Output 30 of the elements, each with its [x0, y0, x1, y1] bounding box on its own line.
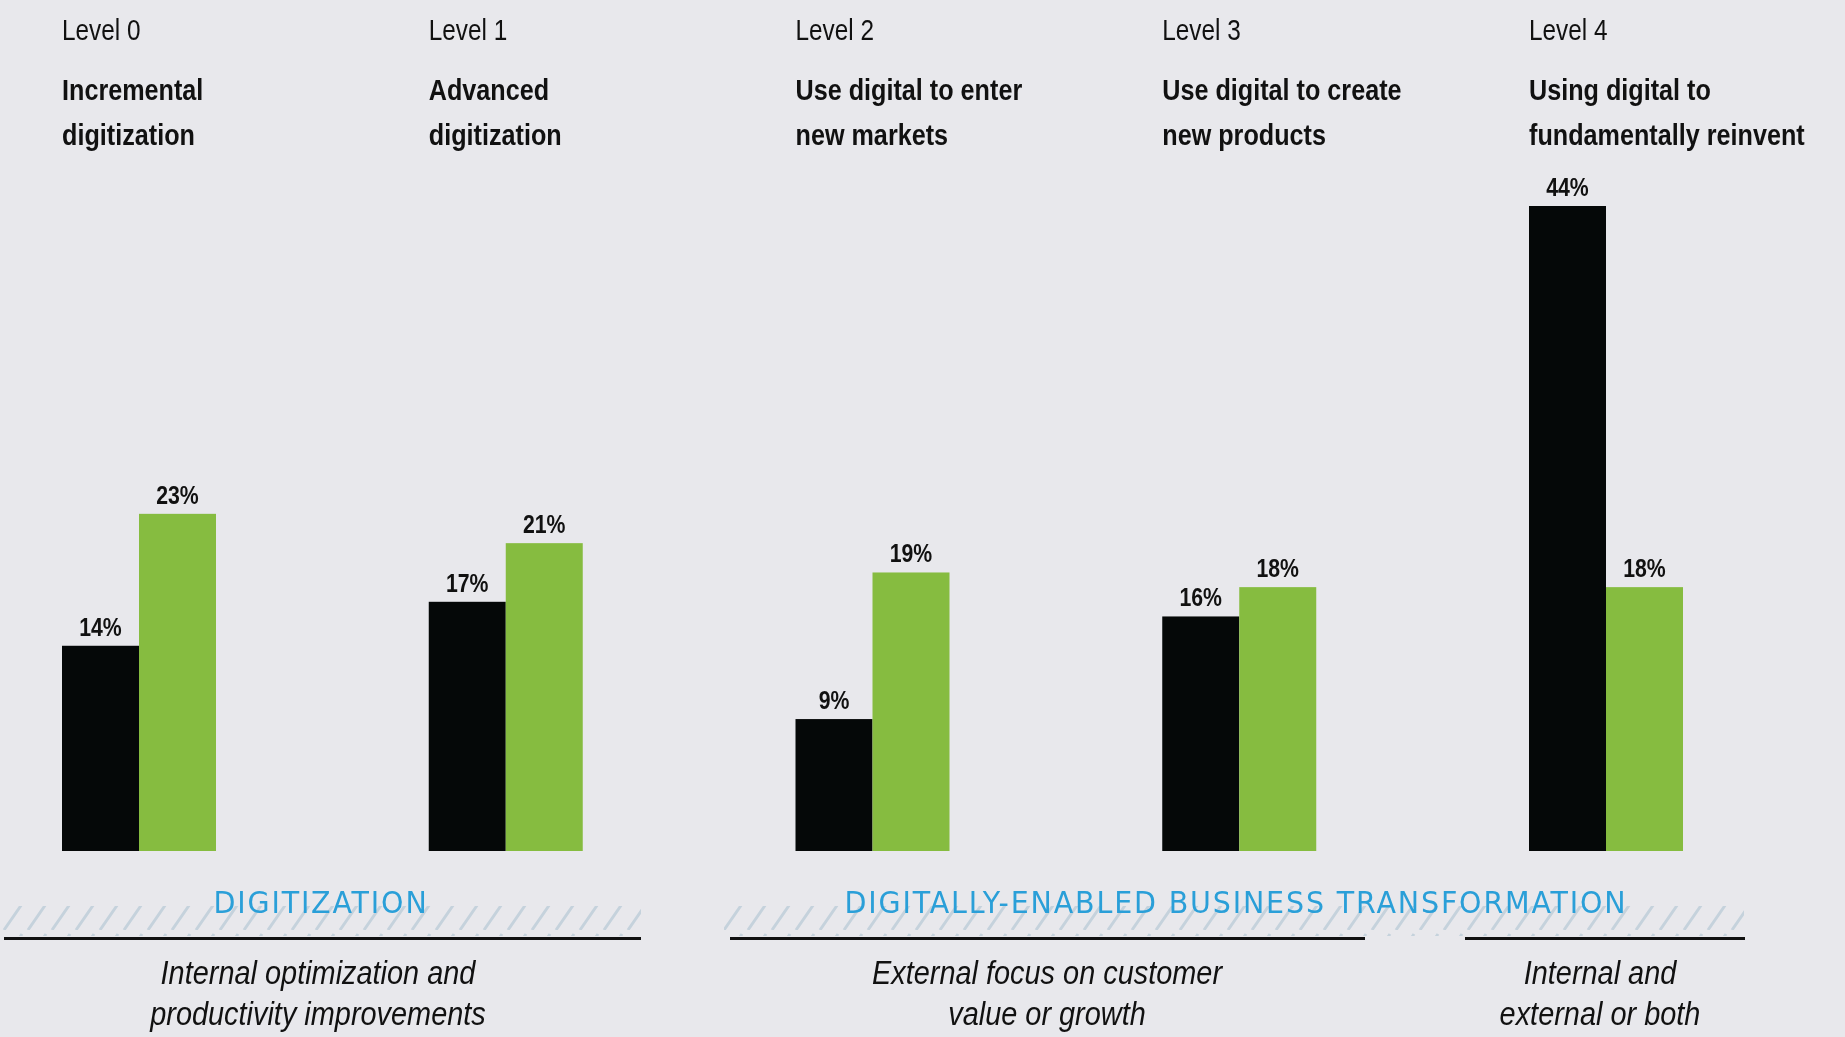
data-label: 21%	[522, 510, 566, 539]
data-label: 18%	[1256, 554, 1300, 583]
data-label: 16%	[1179, 583, 1223, 612]
bar	[1162, 616, 1240, 851]
x-tick-label: Level 2 Use digital to enter new markets	[795, 14, 1023, 152]
bar	[62, 645, 139, 851]
x-tick-label: Level 4 Using digital to fundamentally reinvent	[1529, 14, 1805, 152]
x-tick-label: Level 0 Incremental digitization	[62, 14, 204, 152]
text: DIGITALLY-ENABLED BUSINESS TRANSFORMATION	[844, 883, 1628, 921]
bar	[1606, 587, 1683, 851]
bar	[505, 543, 583, 851]
data-label: 44%	[1546, 173, 1589, 202]
text: Internal optimization and productivity improvements	[149, 952, 487, 1033]
bar	[139, 513, 216, 851]
text: External focus on customer value or growth	[871, 952, 1224, 1033]
bar	[872, 572, 950, 851]
x-tick-label: Level 3 Use digital to create new products	[1162, 14, 1402, 152]
data-label: 18%	[1623, 554, 1666, 583]
data-label: 23%	[156, 481, 199, 510]
data-label: 17%	[445, 569, 489, 598]
bar	[795, 719, 873, 851]
bar	[1239, 587, 1317, 851]
x-tick-label: Level 1 Advanced digitization	[428, 14, 562, 152]
bar	[1529, 206, 1606, 851]
bar	[428, 601, 506, 851]
data-label: 9%	[818, 686, 850, 715]
data-label: 19%	[889, 539, 933, 568]
text: Internal and external or both	[1499, 952, 1701, 1033]
data-label: 14%	[79, 613, 122, 642]
text: DIGITIZATION	[213, 883, 429, 921]
